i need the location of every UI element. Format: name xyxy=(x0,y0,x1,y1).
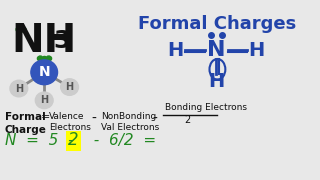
Text: H: H xyxy=(15,84,23,94)
Text: H: H xyxy=(66,82,74,92)
Text: 3: 3 xyxy=(54,30,71,53)
Text: 2: 2 xyxy=(68,131,79,149)
FancyBboxPatch shape xyxy=(66,131,81,151)
Text: H: H xyxy=(168,41,184,60)
Circle shape xyxy=(10,80,28,97)
Text: H: H xyxy=(249,41,265,60)
Text: H: H xyxy=(40,95,48,105)
Circle shape xyxy=(31,60,58,85)
Text: Formal
Charge: Formal Charge xyxy=(4,112,46,135)
Text: Valence
Electrons: Valence Electrons xyxy=(49,112,91,132)
Text: -: - xyxy=(152,112,157,126)
Text: 2: 2 xyxy=(184,115,190,125)
Text: NH: NH xyxy=(11,22,76,60)
Text: =: = xyxy=(41,112,51,122)
Circle shape xyxy=(35,92,53,109)
Text: Formal Charges: Formal Charges xyxy=(138,15,296,33)
Text: NonBonding
Val Electrons: NonBonding Val Electrons xyxy=(101,112,160,132)
Circle shape xyxy=(61,79,78,95)
Text: H: H xyxy=(208,72,225,91)
Text: -: - xyxy=(92,112,97,126)
Text: Bonding Electrons: Bonding Electrons xyxy=(165,103,247,112)
Text: -  6/2  =: - 6/2 = xyxy=(84,133,156,148)
Text: N: N xyxy=(207,40,226,60)
Text: N  =  5  -: N = 5 - xyxy=(4,133,73,148)
Text: N: N xyxy=(38,65,50,79)
